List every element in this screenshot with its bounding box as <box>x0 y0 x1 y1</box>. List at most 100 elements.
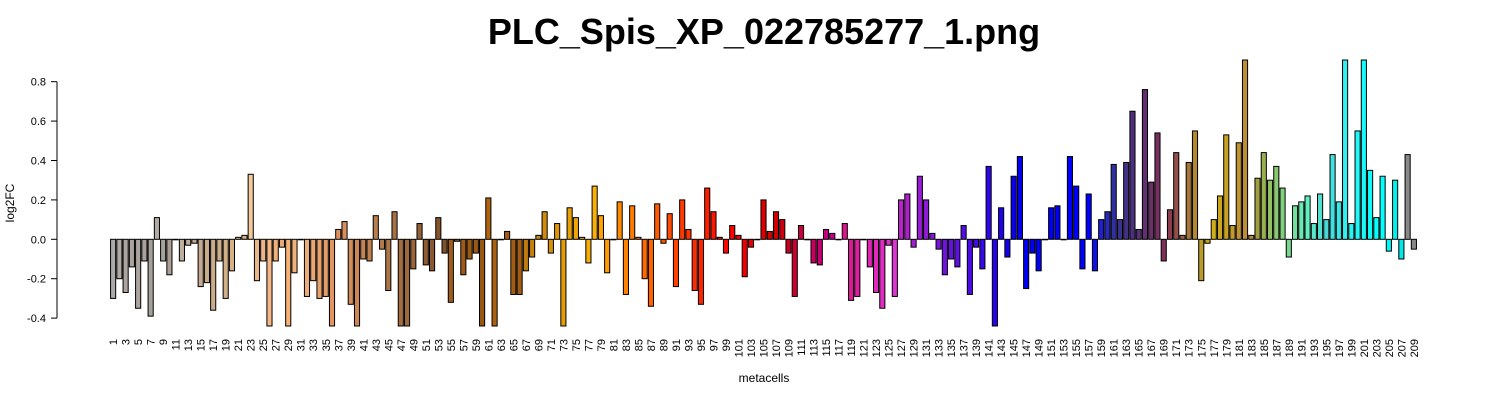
x-tick-label: 189 <box>1284 339 1296 357</box>
bar-metacell-126 <box>891 238 898 297</box>
bar-metacell-165 <box>1135 228 1142 240</box>
bar-metacell-64 <box>504 230 511 240</box>
bar-metacell-44 <box>378 238 386 250</box>
bar-metacell-135 <box>948 238 955 260</box>
y-tick-label: 0.2 <box>31 195 46 207</box>
x-tick-label: 81 <box>608 339 620 351</box>
bar-metacell-15 <box>197 238 204 288</box>
x-tick-label: 3 <box>121 339 133 345</box>
bar-metacell-58 <box>466 238 473 260</box>
bar-metacell-61 <box>485 197 492 240</box>
bar-metacell-88 <box>654 203 661 240</box>
x-tick-label: 191 <box>1296 339 1308 357</box>
bar-metacell-119 <box>847 238 855 301</box>
x-tick-labels: 1 3 5 7 9 11 13 15 17 19 21 23 25 27 29 31 33 35 37 39 41 43 4… <box>108 339 1421 357</box>
x-tick-label: 105 <box>759 339 771 357</box>
bar-metacell-112 <box>804 238 811 241</box>
bar-metacell-180 <box>1229 225 1236 240</box>
x-tick-label: 157 <box>1084 339 1096 357</box>
x-tick-label: 209 <box>1409 339 1421 357</box>
bar-metacell-72 <box>554 223 561 240</box>
bar-metacell-145 <box>1010 175 1017 240</box>
bar-metacell-153 <box>1060 238 1067 241</box>
bar-metacell-54 <box>441 238 448 254</box>
x-tick-label: 207 <box>1396 339 1408 357</box>
bar-metacell-194 <box>1317 193 1324 240</box>
x-tick-label: 153 <box>1059 339 1071 357</box>
x-tick-label: 201 <box>1359 339 1371 357</box>
bar-metacell-140 <box>979 238 986 270</box>
bar-metacell-164 <box>1129 110 1136 240</box>
y-axis-label: log2FC <box>3 183 17 222</box>
bar-metacell-185 <box>1260 152 1267 240</box>
bar-metacell-154 <box>1066 156 1073 240</box>
x-tick-label: 183 <box>1246 339 1258 357</box>
x-tick-label: 43 <box>371 339 383 351</box>
bar-metacell-207 <box>1398 238 1405 260</box>
bar-metacell-134 <box>941 238 948 276</box>
x-tick-label: 135 <box>946 339 958 357</box>
x-tick-label: 173 <box>1184 339 1196 357</box>
bar-metacell-174 <box>1191 130 1199 240</box>
x-tick-label: 37 <box>333 339 345 351</box>
bar-metacell-98 <box>716 236 723 240</box>
bar-metacell-62 <box>491 238 498 327</box>
x-tick-label: 71 <box>546 339 558 351</box>
bar-metacell-5 <box>135 238 142 309</box>
bar-metacell-86 <box>641 238 648 280</box>
bar-metacell-141 <box>985 165 992 240</box>
bar-metacell-116 <box>829 232 836 240</box>
bar-metacell-75 <box>572 217 579 240</box>
x-tick-label: 121 <box>859 339 871 357</box>
bar-metacell-41 <box>360 238 367 260</box>
bar-metacell-104 <box>754 238 761 241</box>
bar-metacell-182 <box>1241 59 1249 240</box>
x-tick-label: 89 <box>658 339 670 351</box>
x-tick-label: 77 <box>583 339 595 351</box>
x-tick-label: 5 <box>133 339 145 345</box>
bar-metacell-113 <box>810 238 817 264</box>
bar-metacell-114 <box>816 238 823 266</box>
bar-metacell-10 <box>166 238 173 276</box>
x-tick-label: 69 <box>533 339 545 351</box>
bar-metacell-48 <box>403 238 411 327</box>
y-tick-label: -0.4 <box>27 313 46 325</box>
x-tick-label: 13 <box>183 339 195 351</box>
bar-metacell-161 <box>1110 163 1117 240</box>
bar-metacell-118 <box>841 223 848 240</box>
bar-metacell-130 <box>916 175 923 240</box>
x-tick-label: 113 <box>809 339 821 357</box>
bar-metacell-167 <box>1148 181 1155 240</box>
x-tick-label: 151 <box>1046 339 1058 357</box>
bar-metacell-11 <box>172 238 179 241</box>
x-tick-label: 47 <box>396 339 408 351</box>
bar-metacell-147 <box>1023 238 1030 290</box>
bar-metacell-102 <box>741 238 748 278</box>
bar-metacell-79 <box>597 215 604 240</box>
bar-metacell-8 <box>153 217 160 240</box>
bar-metacell-26 <box>266 238 273 327</box>
x-tick-label: 101 <box>733 339 745 357</box>
bar-metacell-28 <box>278 238 286 248</box>
x-tick-label: 25 <box>258 339 270 351</box>
bar-metacell-203 <box>1373 217 1380 240</box>
x-tick-label: 51 <box>421 339 433 351</box>
bar-metacell-172 <box>1179 234 1186 240</box>
x-tick-label: 93 <box>683 339 695 351</box>
x-tick-label: 117 <box>834 339 846 357</box>
x-tick-label: 127 <box>896 339 908 357</box>
bar-metacell-198 <box>1342 59 1349 240</box>
bar-metacell-178 <box>1216 195 1224 240</box>
y-axis: -0.4 -0.2 0.0 0.2 0.4 0.6 0.8 <box>27 77 58 325</box>
x-tick-label: 137 <box>959 339 971 357</box>
y-tick-label: 0.8 <box>31 77 46 89</box>
x-tick-label: 99 <box>721 339 733 351</box>
bar-metacell-195 <box>1323 219 1330 240</box>
x-tick-label: 163 <box>1121 339 1133 357</box>
x-tick-label: 57 <box>458 339 470 351</box>
bar-metacell-184 <box>1254 177 1261 240</box>
bar-metacell-168 <box>1154 132 1161 240</box>
bar-metacell-37 <box>335 228 342 240</box>
bar-metacell-115 <box>822 228 830 240</box>
bar-metacell-46 <box>391 211 398 240</box>
